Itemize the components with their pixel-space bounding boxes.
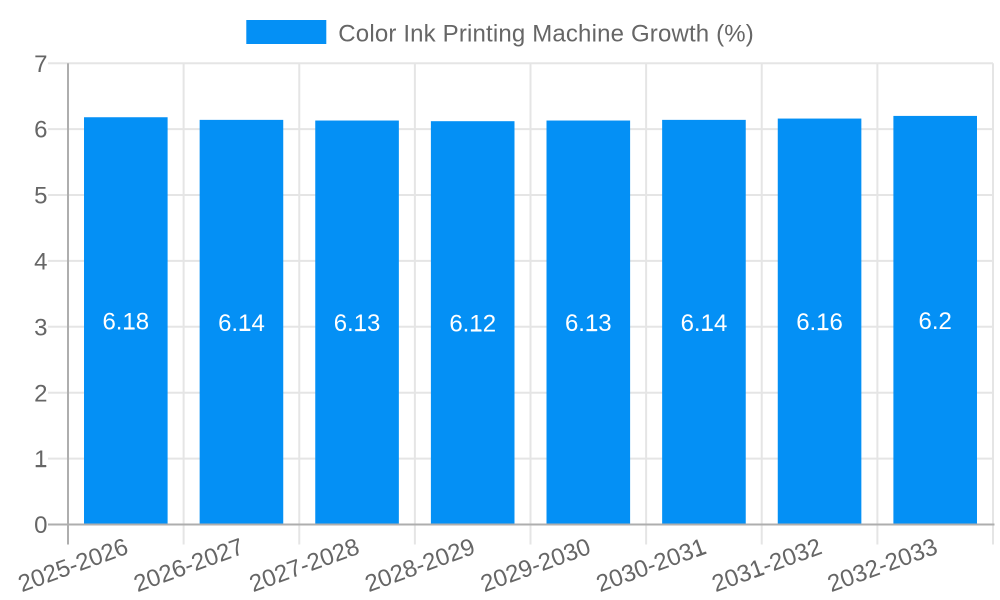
svg-text:6.18: 6.18 xyxy=(102,309,149,336)
svg-text:0: 0 xyxy=(34,512,47,539)
svg-text:7: 7 xyxy=(34,51,47,78)
svg-text:6.14: 6.14 xyxy=(218,310,265,337)
svg-text:6.14: 6.14 xyxy=(681,310,728,337)
svg-text:2031-2032: 2031-2032 xyxy=(708,533,825,598)
svg-text:2025-2026: 2025-2026 xyxy=(15,533,132,598)
svg-text:2: 2 xyxy=(34,380,47,407)
svg-text:2027-2028: 2027-2028 xyxy=(246,533,363,598)
svg-text:2030-2031: 2030-2031 xyxy=(593,533,710,598)
svg-text:6.16: 6.16 xyxy=(796,309,843,336)
svg-text:2028-2029: 2028-2029 xyxy=(362,533,479,598)
svg-text:Color Ink Printing Machine Gro: Color Ink Printing Machine Growth (%) xyxy=(338,20,754,47)
svg-text:6.12: 6.12 xyxy=(449,311,496,338)
svg-text:5: 5 xyxy=(34,183,47,210)
svg-text:6.13: 6.13 xyxy=(565,310,612,337)
svg-text:6.13: 6.13 xyxy=(334,310,381,337)
svg-text:6: 6 xyxy=(34,117,47,144)
svg-text:6.2: 6.2 xyxy=(919,308,952,335)
svg-text:2026-2027: 2026-2027 xyxy=(130,533,247,598)
svg-text:1: 1 xyxy=(34,446,47,473)
svg-text:4: 4 xyxy=(34,249,47,276)
svg-text:3: 3 xyxy=(34,314,47,341)
svg-text:2029-2030: 2029-2030 xyxy=(477,533,594,598)
svg-text:2032-2033: 2032-2033 xyxy=(824,533,941,598)
